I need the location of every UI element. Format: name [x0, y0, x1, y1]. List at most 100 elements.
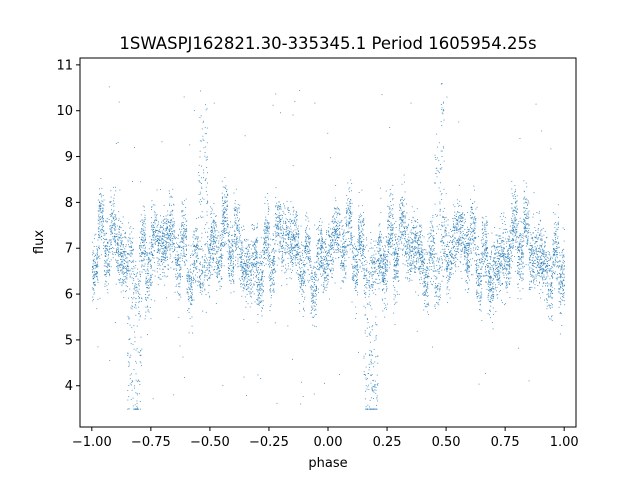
- data-point: [551, 320, 553, 321]
- data-point: [112, 223, 114, 225]
- data-point: [563, 284, 565, 286]
- data-point: [176, 264, 177, 266]
- data-point: [485, 234, 487, 236]
- data-point: [490, 289, 492, 291]
- data-point: [329, 260, 331, 261]
- data-point: [525, 224, 527, 226]
- data-point: [433, 230, 435, 232]
- data-point: [262, 262, 264, 264]
- data-point: [382, 290, 383, 291]
- data-point: [339, 232, 341, 234]
- data-point: [534, 277, 536, 279]
- data-point: [274, 242, 276, 244]
- data-point: [386, 264, 388, 266]
- data-point: [314, 302, 316, 304]
- data-point: [287, 236, 289, 238]
- data-point: [483, 251, 485, 253]
- data-point: [446, 269, 448, 271]
- data-point: [462, 217, 463, 219]
- data-point: [481, 253, 482, 255]
- data-point: [309, 244, 310, 246]
- data-point: [156, 236, 158, 238]
- data-point: [191, 263, 193, 265]
- data-point: [173, 246, 175, 248]
- data-point: [414, 246, 416, 248]
- data-point: [193, 282, 195, 284]
- data-point: [479, 303, 481, 305]
- data-point: [238, 256, 240, 258]
- data-point: [474, 244, 475, 246]
- data-point: [317, 269, 319, 271]
- data-point: [248, 265, 250, 267]
- data-point: [515, 249, 517, 250]
- data-point: [154, 250, 156, 252]
- data-point: [192, 234, 194, 236]
- data-point: [299, 255, 301, 257]
- data-point: [294, 101, 296, 102]
- data-point: [409, 274, 411, 275]
- data-point: [184, 224, 186, 225]
- data-point: [371, 308, 373, 310]
- data-point: [427, 234, 429, 235]
- data-point: [531, 280, 532, 282]
- data-point: [234, 221, 236, 223]
- data-point: [435, 295, 437, 297]
- data-point: [184, 264, 186, 266]
- data-point: [321, 244, 323, 246]
- data-point: [426, 267, 428, 269]
- data-point: [149, 276, 151, 278]
- data-point: [552, 261, 554, 263]
- data-point: [520, 234, 522, 235]
- data-point: [96, 254, 98, 256]
- data-point: [238, 220, 240, 221]
- data-point: [259, 257, 260, 259]
- data-point: [347, 231, 349, 232]
- data-point: [237, 266, 239, 268]
- data-point: [195, 238, 197, 240]
- data-point: [390, 245, 392, 247]
- data-point: [370, 284, 372, 285]
- data-point: [171, 214, 173, 216]
- data-point: [184, 377, 185, 378]
- data-point: [259, 254, 261, 256]
- data-point: [467, 276, 469, 277]
- data-point: [395, 259, 397, 261]
- data-point: [207, 245, 209, 247]
- data-point: [471, 232, 472, 234]
- data-point: [132, 405, 134, 407]
- data-point: [447, 245, 449, 247]
- data-point: [433, 229, 434, 231]
- data-point: [482, 253, 484, 255]
- data-point: [434, 270, 436, 272]
- data-point: [345, 246, 347, 248]
- data-point: [509, 225, 511, 227]
- data-point: [127, 399, 129, 401]
- data-point: [358, 227, 360, 229]
- data-point: [240, 241, 242, 243]
- data-point: [528, 225, 530, 227]
- data-point: [313, 393, 315, 395]
- data-point: [211, 249, 213, 251]
- data-point: [530, 234, 532, 236]
- data-point: [248, 245, 249, 247]
- data-point: [363, 374, 365, 375]
- data-point: [238, 245, 240, 247]
- data-point: [186, 225, 187, 227]
- data-point: [409, 263, 411, 265]
- data-point: [395, 242, 397, 244]
- data-point: [308, 234, 310, 236]
- data-point: [269, 265, 270, 267]
- data-point: [126, 277, 128, 278]
- data-point: [528, 224, 530, 226]
- data-point: [164, 230, 166, 232]
- data-point: [150, 282, 152, 284]
- data-point: [508, 278, 510, 280]
- data-point: [420, 268, 422, 269]
- data-point: [515, 229, 517, 230]
- data-point: [263, 290, 264, 292]
- data-point: [521, 241, 523, 243]
- data-point: [221, 239, 222, 241]
- data-point: [337, 223, 339, 224]
- data-point: [165, 234, 167, 236]
- data-point: [112, 225, 114, 227]
